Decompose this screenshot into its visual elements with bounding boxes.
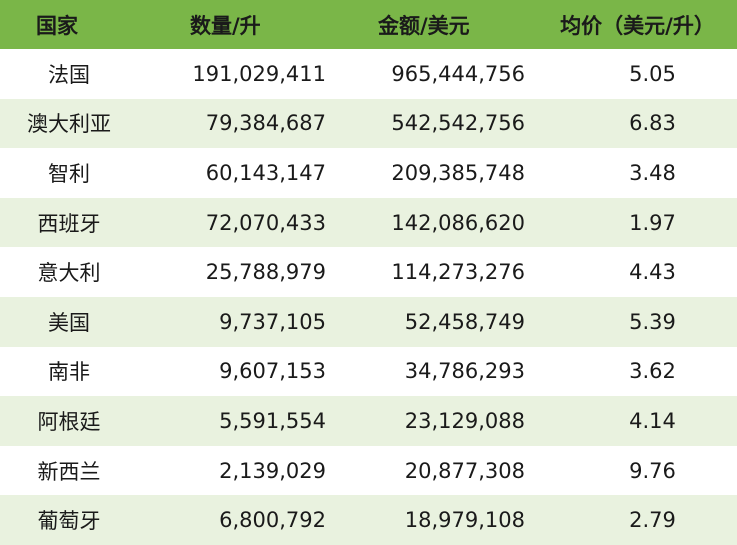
- cell-amount: 20,877,308: [404, 458, 525, 483]
- table-row: 法国 191,029,411 965,444,756 5.05: [0, 49, 737, 99]
- cell-amount: 965,444,756: [391, 61, 525, 86]
- table-row: 美国 9,737,105 52,458,749 5.39: [0, 296, 737, 347]
- cell-quantity: 9,737,105: [219, 309, 326, 334]
- cell-amount: 18,979,108: [404, 508, 525, 533]
- cell-price: 1.97: [629, 210, 676, 235]
- table-row: 西班牙 72,070,433 142,086,620 1.97: [0, 197, 737, 248]
- header-amount: 金额/美元: [378, 13, 470, 38]
- table-row: 葡萄牙 6,800,792 18,979,108 2.79: [0, 495, 737, 545]
- cell-amount: 542,542,756: [391, 111, 525, 136]
- cell-country: 法国: [48, 62, 90, 87]
- table-row: 澳大利亚 79,384,687 542,542,756 6.83: [0, 98, 737, 149]
- cell-country: 美国: [48, 310, 90, 335]
- cell-price: 2.79: [629, 508, 676, 533]
- header-price: 均价（美元/升）: [560, 13, 715, 38]
- cell-amount: 52,458,749: [404, 309, 525, 334]
- table-row: 智利 60,143,147 209,385,748 3.48: [0, 148, 737, 198]
- cell-country: 智利: [48, 161, 90, 186]
- cell-country: 南非: [48, 360, 90, 385]
- cell-quantity: 60,143,147: [205, 160, 326, 185]
- cell-quantity: 79,384,687: [205, 111, 326, 136]
- cell-price: 3.62: [629, 359, 676, 384]
- cell-country: 澳大利亚: [27, 112, 111, 137]
- cell-quantity: 9,607,153: [219, 359, 326, 384]
- cell-price: 9.76: [629, 458, 676, 483]
- cell-quantity: 5,591,554: [219, 408, 326, 433]
- cell-price: 5.05: [629, 61, 676, 86]
- cell-amount: 23,129,088: [404, 408, 525, 433]
- cell-amount: 142,086,620: [391, 210, 525, 235]
- cell-price: 6.83: [629, 111, 676, 136]
- cell-quantity: 6,800,792: [219, 508, 326, 533]
- header-row: 国家 数量/升 金额/美元 均价（美元/升）: [0, 0, 737, 49]
- table-row: 新西兰 2,139,029 20,877,308 9.76: [0, 446, 737, 496]
- table-row: 意大利 25,788,979 114,273,276 4.43: [0, 247, 737, 297]
- cell-price: 4.14: [629, 408, 676, 433]
- cell-price: 4.43: [629, 260, 676, 285]
- header-country: 国家: [36, 13, 78, 38]
- cell-price: 3.48: [629, 160, 676, 185]
- cell-country: 葡萄牙: [37, 509, 101, 534]
- cell-country: 西班牙: [37, 211, 101, 236]
- cell-country: 意大利: [37, 261, 101, 286]
- cell-country: 阿根廷: [37, 409, 101, 434]
- cell-amount: 209,385,748: [391, 160, 525, 185]
- cell-quantity: 191,029,411: [192, 61, 326, 86]
- cell-quantity: 72,070,433: [205, 210, 326, 235]
- cell-amount: 34,786,293: [404, 359, 525, 384]
- table-row: 南非 9,607,153 34,786,293 3.62: [0, 347, 737, 397]
- cell-quantity: 25,788,979: [205, 260, 326, 285]
- cell-price: 5.39: [629, 309, 676, 334]
- cell-quantity: 2,139,029: [219, 458, 326, 483]
- cell-country: 新西兰: [37, 459, 101, 484]
- header-quantity: 数量/升: [190, 13, 261, 38]
- cell-amount: 114,273,276: [391, 260, 525, 285]
- table-row: 阿根廷 5,591,554 23,129,088 4.14: [0, 396, 737, 446]
